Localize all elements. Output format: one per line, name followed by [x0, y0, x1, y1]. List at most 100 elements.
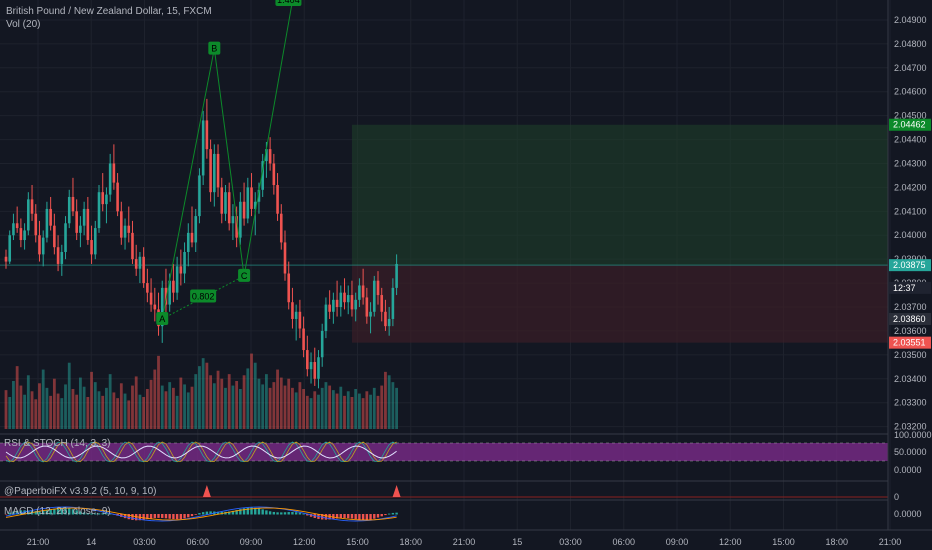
candle-body[interactable]	[38, 235, 41, 255]
candle-body[interactable]	[75, 211, 78, 233]
candle-body[interactable]	[387, 318, 391, 327]
candle-body[interactable]	[41, 237, 45, 255]
candle-body[interactable]	[328, 304, 331, 312]
candle-body[interactable]	[164, 287, 168, 305]
candle-body[interactable]	[183, 251, 186, 274]
candle-body[interactable]	[216, 153, 220, 188]
candle-body[interactable]	[298, 311, 302, 329]
candle-body[interactable]	[168, 280, 171, 305]
candle-body[interactable]	[384, 311, 387, 327]
candle-body[interactable]	[343, 292, 346, 303]
candle-body[interactable]	[287, 273, 291, 303]
candle-body[interactable]	[64, 223, 67, 252]
candle-body[interactable]	[346, 295, 350, 303]
candle-body[interactable]	[116, 182, 119, 212]
pattern-point-marker[interactable]	[238, 268, 251, 282]
candle-body[interactable]	[209, 149, 212, 193]
candle-body[interactable]	[105, 194, 108, 205]
candle-body[interactable]	[205, 120, 209, 150]
candle-body[interactable]	[153, 304, 157, 310]
candle-body[interactable]	[257, 189, 261, 202]
candle-body[interactable]	[358, 285, 361, 300]
candle-body[interactable]	[67, 196, 71, 224]
candle-body[interactable]	[239, 201, 242, 238]
candle-body[interactable]	[335, 299, 339, 308]
candle-body[interactable]	[395, 263, 398, 288]
candle-body[interactable]	[101, 192, 105, 205]
candle-body[interactable]	[268, 149, 272, 164]
candle-body[interactable]	[112, 163, 116, 183]
candle-body[interactable]	[198, 175, 201, 217]
candle-body[interactable]	[313, 362, 317, 379]
candle-body[interactable]	[294, 311, 298, 319]
candle-body[interactable]	[306, 350, 309, 370]
candle-body[interactable]	[86, 208, 90, 241]
candle-body[interactable]	[324, 304, 328, 331]
candle-body[interactable]	[79, 225, 82, 233]
candle-body[interactable]	[90, 240, 93, 255]
candle-body[interactable]	[186, 232, 190, 252]
volume-legend[interactable]: Vol (20)	[6, 19, 41, 30]
candle-body[interactable]	[194, 216, 198, 243]
candle-body[interactable]	[291, 302, 294, 319]
candle-body[interactable]	[27, 199, 30, 231]
rsi-legend[interactable]: RSI & STOCH (14, 3, 3)	[4, 438, 111, 449]
pattern-point-marker[interactable]	[156, 311, 169, 325]
candle-body[interactable]	[146, 283, 149, 293]
candle-body[interactable]	[372, 280, 376, 312]
time-axis[interactable]: 21:00 14 03:00 06:00 09:00 12:00 15:00 18:00 21:…	[0, 529, 932, 547]
candle-body[interactable]	[302, 328, 305, 351]
candle-body[interactable]	[134, 259, 138, 269]
candle-body[interactable]	[172, 280, 175, 293]
candle-body[interactable]	[391, 287, 395, 319]
paperboi-legend[interactable]: @PaperboiFX v3.9.2 (5, 10, 9, 10)	[4, 486, 157, 497]
candle-body[interactable]	[317, 357, 320, 379]
candle-body[interactable]	[235, 216, 238, 238]
candle-body[interactable]	[276, 185, 279, 214]
macd-legend[interactable]: MACD (12, 26, close, 9)	[4, 506, 111, 517]
candle-body[interactable]	[131, 232, 134, 260]
candles[interactable]	[4, 98, 398, 389]
candle-body[interactable]	[34, 213, 38, 236]
candle-body[interactable]	[60, 251, 64, 264]
chart-title[interactable]: British Pound / New Zealand Dollar, 15, …	[6, 6, 212, 17]
candle-body[interactable]	[250, 187, 253, 209]
candle-body[interactable]	[365, 297, 369, 317]
rsi-pane[interactable]	[0, 433, 888, 463]
candle-body[interactable]	[49, 208, 52, 226]
candle-body[interactable]	[224, 192, 227, 214]
candle-body[interactable]	[30, 199, 34, 214]
candle-body[interactable]	[261, 161, 264, 190]
candle-body[interactable]	[149, 292, 153, 305]
candle-body[interactable]	[339, 292, 343, 308]
candle-body[interactable]	[23, 230, 26, 241]
abc-pattern[interactable]: A B C 0.802 1.404	[156, 0, 302, 325]
candle-body[interactable]	[265, 149, 268, 162]
candle-body[interactable]	[354, 299, 357, 310]
macd-pane[interactable]	[0, 499, 888, 522]
candle-body[interactable]	[350, 295, 354, 310]
candle-body[interactable]	[376, 280, 380, 296]
candle-body[interactable]	[369, 311, 372, 317]
candle-body[interactable]	[380, 295, 384, 312]
paperboi-pane[interactable]	[0, 480, 888, 498]
candle-body[interactable]	[12, 223, 15, 236]
candle-body[interactable]	[97, 192, 101, 229]
candle-body[interactable]	[93, 228, 97, 255]
pattern-point-marker[interactable]	[208, 41, 221, 55]
candle-body[interactable]	[127, 225, 131, 233]
candle-body[interactable]	[138, 256, 142, 269]
candle-body[interactable]	[45, 208, 49, 238]
candle-body[interactable]	[332, 299, 335, 312]
candle-body[interactable]	[179, 266, 183, 274]
candle-body[interactable]	[120, 211, 123, 238]
candle-body[interactable]	[253, 201, 257, 209]
candle-body[interactable]	[53, 225, 56, 248]
candle-body[interactable]	[201, 120, 205, 176]
candle-body[interactable]	[56, 247, 60, 264]
candle-body[interactable]	[71, 196, 75, 212]
candle-body[interactable]	[123, 225, 127, 238]
candle-body[interactable]	[190, 232, 194, 243]
candle-body[interactable]	[175, 266, 179, 293]
candle-body[interactable]	[283, 242, 287, 274]
